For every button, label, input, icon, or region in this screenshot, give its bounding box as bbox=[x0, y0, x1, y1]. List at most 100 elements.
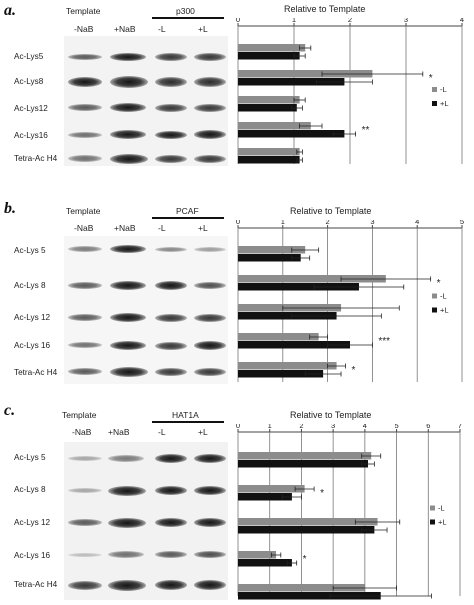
lane-label-l-minus: -L bbox=[158, 223, 166, 233]
bar bbox=[238, 130, 345, 138]
blot-band bbox=[110, 245, 146, 253]
blot-band bbox=[68, 132, 102, 138]
blot-band bbox=[68, 488, 102, 493]
blot-band bbox=[68, 246, 102, 252]
blot-band bbox=[110, 76, 148, 88]
blot-band bbox=[68, 77, 102, 87]
bar bbox=[238, 275, 386, 283]
row-label: Ac-Lys16 bbox=[14, 131, 48, 140]
bar bbox=[238, 283, 359, 291]
blot-band bbox=[155, 77, 187, 87]
row-label: Tetra-Ac H4 bbox=[14, 580, 58, 589]
blot-band bbox=[194, 454, 226, 463]
panel-a: a. Template p300 -NaB +NaB -L +L Ac-Lys5… bbox=[0, 0, 474, 198]
tick-label: 2 bbox=[299, 424, 303, 430]
tick-label: 7 bbox=[458, 424, 462, 430]
blot-band bbox=[194, 486, 226, 495]
lane-label-l-minus: -L bbox=[158, 24, 166, 34]
tick-label: 0 bbox=[236, 18, 240, 24]
panel-label: a. bbox=[4, 2, 16, 19]
blot-band bbox=[108, 455, 144, 462]
legend-swatch bbox=[430, 505, 435, 511]
blot-band bbox=[155, 342, 187, 350]
row-label: Ac-Lys 5 bbox=[14, 453, 46, 462]
tick-label: 1 bbox=[268, 424, 272, 430]
bar bbox=[238, 460, 369, 468]
row-label: Ac-Lys 5 bbox=[14, 246, 46, 255]
tick-label: 5 bbox=[460, 220, 464, 226]
group-bracket bbox=[152, 17, 224, 19]
blot-band bbox=[155, 486, 187, 495]
blot-band bbox=[108, 551, 144, 558]
blot-band bbox=[108, 486, 146, 496]
blot-band bbox=[194, 580, 226, 590]
lane-label-nab-minus: -NaB bbox=[74, 24, 94, 34]
blot-band bbox=[155, 454, 187, 463]
lane-label-l-minus: -L bbox=[158, 427, 166, 437]
blot-band bbox=[194, 247, 226, 252]
blot-band bbox=[155, 368, 187, 376]
bar bbox=[238, 96, 300, 104]
row-label: Ac-Lys 8 bbox=[14, 281, 46, 290]
blot-band bbox=[194, 314, 226, 322]
legend-swatch bbox=[432, 101, 437, 106]
blot-band bbox=[155, 155, 187, 163]
tick-label: 4 bbox=[415, 220, 419, 226]
tick-label: 6 bbox=[426, 424, 430, 430]
row-label: Ac-Lys 8 bbox=[14, 485, 46, 494]
tick-label: 4 bbox=[363, 424, 367, 430]
row-label: Tetra-Ac H4 bbox=[14, 368, 58, 377]
bar-chart: 0 1 2 3 4 5*****-L+L bbox=[236, 220, 464, 382]
bar bbox=[238, 254, 301, 262]
significance-marker: ** bbox=[362, 125, 370, 136]
blot-band bbox=[68, 342, 102, 348]
row-label: Ac-Lys12 bbox=[14, 104, 48, 113]
panel-label: c. bbox=[4, 402, 16, 419]
blot-band bbox=[68, 54, 102, 60]
legend-label: -L bbox=[440, 292, 447, 301]
legend-label: +L bbox=[438, 518, 447, 527]
blot-band bbox=[155, 281, 187, 290]
bar bbox=[238, 485, 305, 493]
blot-band bbox=[68, 282, 102, 289]
bar bbox=[238, 78, 345, 86]
blot-band bbox=[194, 53, 226, 61]
legend-label: -L bbox=[440, 85, 447, 94]
tick-label: 0 bbox=[236, 424, 240, 430]
blot-band bbox=[68, 155, 102, 162]
template-label: Template bbox=[62, 410, 97, 420]
lane-label-nab-minus: -NaB bbox=[74, 223, 94, 233]
blot-band bbox=[155, 104, 187, 112]
blot-band bbox=[110, 341, 146, 350]
blot-band bbox=[68, 553, 102, 557]
group-bracket bbox=[152, 217, 224, 219]
legend-swatch bbox=[432, 307, 437, 313]
row-label: Ac-Lys 16 bbox=[14, 341, 51, 350]
template-label: Template bbox=[66, 6, 101, 16]
tick-label: 5 bbox=[394, 424, 398, 430]
bar bbox=[238, 518, 378, 526]
blot-band bbox=[194, 368, 226, 376]
bar bbox=[238, 370, 324, 378]
bar bbox=[238, 341, 350, 349]
tick-label: 1 bbox=[292, 18, 296, 24]
blot-band bbox=[110, 281, 146, 290]
row-label: Ac-Lys 16 bbox=[14, 551, 51, 560]
template-label: Template bbox=[66, 206, 101, 216]
tick-label: 0 bbox=[236, 220, 240, 226]
lane-label-nab-plus: +NaB bbox=[108, 427, 130, 437]
row-label: Ac-Lys5 bbox=[14, 52, 44, 61]
blot-band bbox=[110, 103, 146, 112]
bar bbox=[238, 156, 300, 164]
bar-chart: 0 1 2 3 4***-L+L bbox=[236, 18, 464, 164]
tick-label: 3 bbox=[404, 18, 408, 24]
legend-swatch bbox=[430, 519, 435, 525]
row-label: Ac-Lys 12 bbox=[14, 313, 51, 322]
blot-band bbox=[68, 368, 102, 375]
tick-label: 3 bbox=[331, 424, 335, 430]
tick-label: 2 bbox=[348, 18, 352, 24]
blot-area bbox=[64, 236, 228, 384]
legend-label: +L bbox=[440, 99, 449, 108]
lane-label-l-plus: +L bbox=[198, 24, 208, 34]
bar bbox=[238, 312, 337, 320]
